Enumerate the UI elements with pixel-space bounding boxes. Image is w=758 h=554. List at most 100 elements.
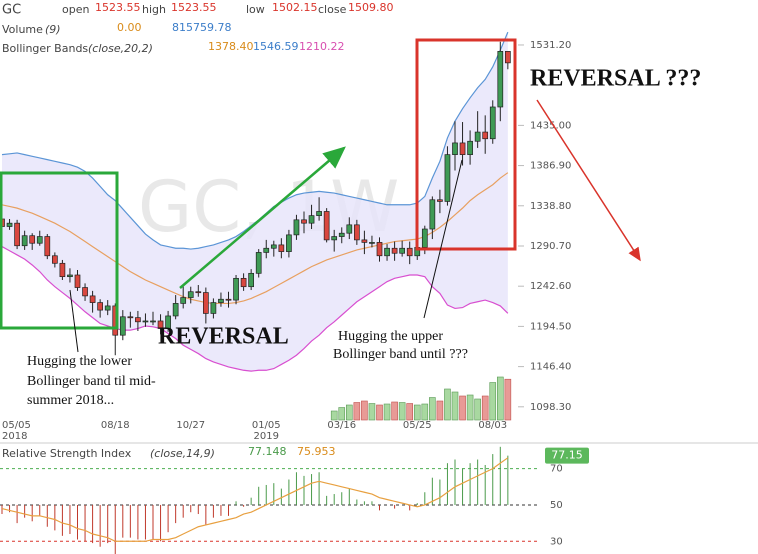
y-tick-label: 1098.30 <box>530 402 571 413</box>
x-tick-label: 01/05 <box>252 420 281 431</box>
candle-body <box>346 224 353 234</box>
candle-body <box>187 291 194 298</box>
volume-bar <box>406 403 414 421</box>
rsi-value: 77.148 <box>248 445 287 458</box>
note-line: Hugging the lower <box>27 354 132 369</box>
x-tick-label: 05/05 <box>2 420 31 431</box>
candle-body <box>180 297 187 304</box>
candle-body <box>104 305 111 311</box>
close-label: close <box>318 3 347 16</box>
volume-bar <box>444 388 451 421</box>
volume-bar <box>504 378 512 421</box>
volume-bar <box>413 404 421 421</box>
low-value: 1502.15 <box>272 1 318 14</box>
candle-body <box>429 199 436 230</box>
pointer-line <box>423 159 463 319</box>
candle-body <box>119 316 126 336</box>
candle-body <box>89 295 96 303</box>
candle-body <box>384 247 390 257</box>
lower-band <box>1 246 509 372</box>
candle-body <box>308 215 315 224</box>
y-tick-label: 1146.40 <box>530 362 571 373</box>
x-tick-label: 05/25 <box>403 420 432 431</box>
volume-bar <box>391 401 398 421</box>
candle-body <box>135 317 141 323</box>
candle-body <box>406 247 413 257</box>
x-year-label: 2019 <box>254 431 279 442</box>
y-tick-label: 1338.80 <box>530 201 571 212</box>
candle-body <box>489 106 496 140</box>
candle-body <box>316 211 322 216</box>
y-tick-label: 1290.70 <box>530 241 571 252</box>
volume-bar <box>368 403 376 421</box>
bb-label: Bollinger Bands <box>2 42 88 55</box>
volume-bar <box>345 404 353 421</box>
reversal-label: REVERSAL ??? <box>530 66 701 92</box>
candle-body <box>255 252 262 274</box>
candle-body <box>361 239 368 243</box>
bb-upper: 1546.59 <box>253 40 299 53</box>
candle-body <box>21 235 28 247</box>
candle-body <box>82 287 88 297</box>
volume-bar <box>496 376 504 421</box>
volume-bar <box>436 400 444 421</box>
candle-body <box>270 244 277 249</box>
candle-body <box>505 51 511 64</box>
candle-body <box>165 315 171 329</box>
volume-bar <box>338 407 346 421</box>
volume-bar <box>353 402 361 421</box>
volume-ma: 0.00 <box>117 21 142 34</box>
bb-middle: 1378.40 <box>208 40 254 53</box>
red-box <box>415 38 517 251</box>
candle-body <box>421 228 428 248</box>
label-background <box>527 62 747 96</box>
reversal-label: REVERSAL <box>158 324 289 350</box>
low-label: low <box>246 3 265 16</box>
high-label: high <box>142 3 166 16</box>
high-value: 1523.55 <box>171 1 217 14</box>
candle-body <box>301 219 307 224</box>
green-box <box>0 171 119 330</box>
y-tick-label: 30 <box>550 536 563 547</box>
open-label: open <box>62 3 89 16</box>
red-arrow <box>536 99 641 262</box>
candle-body <box>369 242 375 244</box>
plot-area: 1098.30 1146.40 1194.50 1242.60 1290.70 1338.… <box>0 31 589 554</box>
x-tick-label: 03/16 <box>327 420 356 431</box>
volume-bar <box>376 404 383 421</box>
candle-body <box>233 277 239 301</box>
volume-bar <box>398 402 406 421</box>
candle-body <box>14 222 20 247</box>
y-tick-label: 1531.20 <box>530 40 571 51</box>
volume-value: 815759.78 <box>172 21 232 34</box>
candle-body <box>444 154 451 202</box>
candle-body <box>142 320 149 323</box>
y-tick-label: 1386.90 <box>530 161 571 172</box>
candle-body <box>59 262 66 278</box>
note-line: Bollinger band until ??? <box>333 347 468 362</box>
x-tick-label: 08/18 <box>101 420 130 431</box>
candle-body <box>157 320 164 329</box>
candle-body <box>6 222 13 227</box>
volume-bar <box>451 391 459 421</box>
rsi-signal-value: 75.953 <box>297 445 336 458</box>
x-year-label: 2018 <box>2 431 27 442</box>
candle-body <box>172 303 179 317</box>
candle-body <box>391 247 398 254</box>
note-line: summer 2018... <box>27 393 114 408</box>
candle-body <box>97 302 104 311</box>
candle-body <box>293 219 300 236</box>
candle-body <box>474 131 481 142</box>
candle-body <box>210 302 217 314</box>
open-value: 1523.55 <box>95 1 141 14</box>
close-value: 1509.80 <box>348 1 394 14</box>
candle-body <box>497 51 504 108</box>
rsi-signal-line <box>1 457 509 542</box>
last-value-label: 77.15 <box>551 449 583 462</box>
y-tick-label: 1242.60 <box>530 281 571 292</box>
candle-body <box>67 274 73 278</box>
candle-body <box>150 320 156 323</box>
last-value-tag <box>545 447 589 464</box>
volume-bar <box>330 410 338 421</box>
